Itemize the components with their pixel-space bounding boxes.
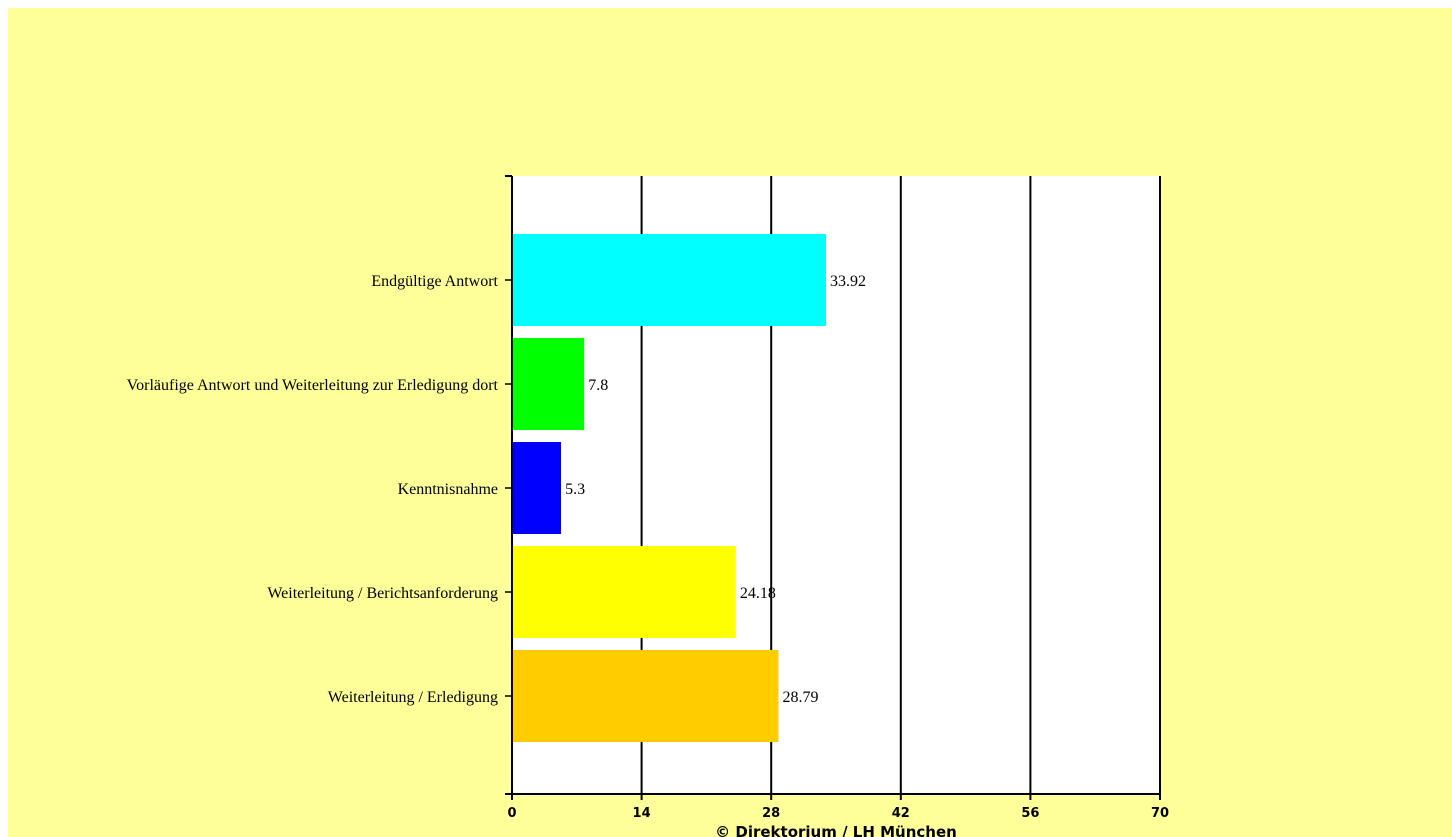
category-label: Kenntnisnahme [398,481,498,498]
x-tick-label: 14 [633,806,651,821]
x-tick-label: 0 [507,806,516,821]
bar [512,338,584,430]
copyright-footer: © Direktorium / LH München [715,823,957,837]
bar-chart: 33.92 Endgültige Antwort 7.8 Vorläufige Ant… [8,8,1452,837]
x-tick-label: 42 [892,806,910,821]
bar [512,442,561,534]
x-tick-label: 28 [762,806,780,821]
category-label: Weiterleitung / Berichtsanforderung [267,585,498,602]
value-label: 33.92 [830,273,866,290]
value-label: 28.79 [783,689,819,706]
bar [512,546,736,638]
chart-panel: 33.92 Endgültige Antwort 7.8 Vorläufige Ant… [8,8,1452,837]
bar [512,650,779,742]
value-label: 5.3 [565,481,585,498]
category-label: Endgültige Antwort [371,273,498,290]
x-tick-label: 70 [1151,806,1169,821]
value-label: 24.18 [740,585,776,602]
category-label: Vorläufige Antwort und Weiterleitung zur… [127,377,499,394]
bar [512,234,826,326]
category-label: Weiterleitung / Erledigung [328,689,498,706]
x-tick-label: 56 [1021,806,1039,821]
value-label: 7.8 [588,377,608,394]
